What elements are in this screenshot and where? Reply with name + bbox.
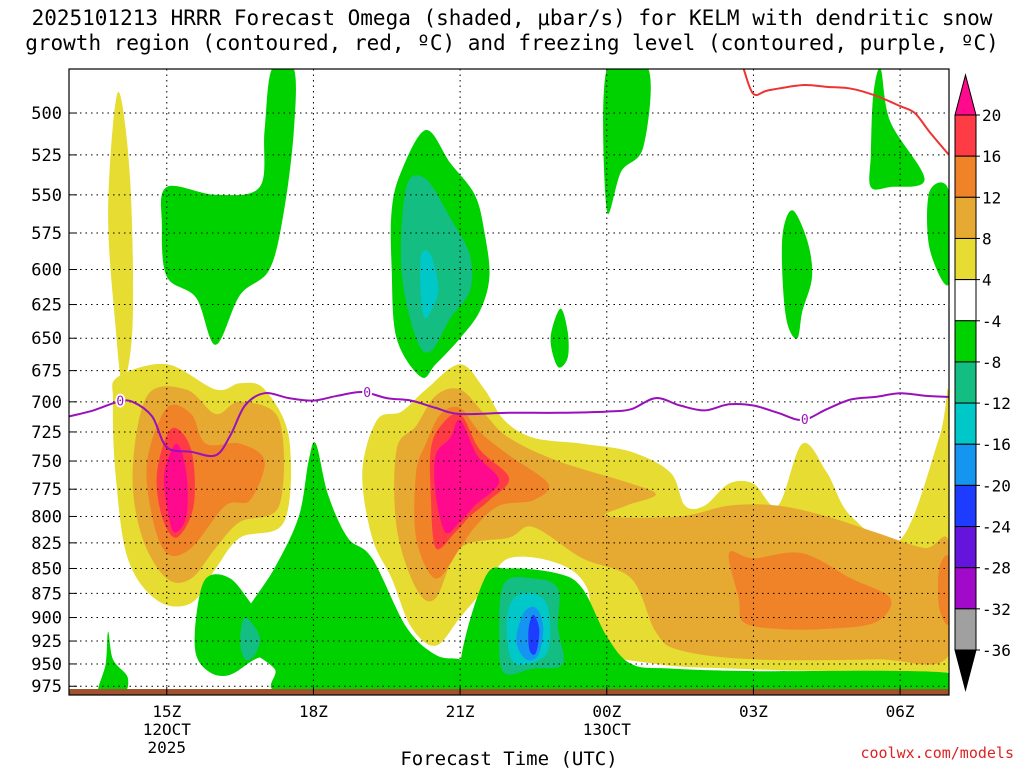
colorbar-label-0: 20 — [982, 106, 1001, 125]
y-tick-label-3: 575 — [31, 224, 62, 244]
y-tick-label-14: 850 — [31, 559, 62, 579]
omega-region-26 — [440, 567, 949, 695]
y-tick-label-6: 650 — [31, 329, 62, 349]
y-tick-label-13: 825 — [31, 534, 62, 554]
colorbar: 20 16 12 8 4 -4 -8 -12 -16 -20 -24 -28 -32 -36 — [954, 73, 1011, 692]
colorbar-bottom-arrow — [954, 649, 977, 692]
omega-region-9 — [728, 551, 892, 630]
omega-region-0 — [108, 91, 134, 384]
dgz-contour-line — [742, 69, 949, 156]
freezing-label-bg-1 — [362, 384, 373, 399]
colorbar-label-13: -36 — [982, 641, 1011, 660]
y-tick-label-16: 900 — [31, 609, 62, 629]
omega-region-13 — [160, 69, 296, 345]
colorbar-bin-4 — [954, 237, 977, 281]
y-tick-label-1: 525 — [31, 146, 62, 166]
x-tick-label-2: 21Z — [446, 702, 475, 721]
freezing-label-bg-0 — [115, 393, 126, 408]
colorbar-bin-7 — [954, 361, 977, 404]
y-tick-label-12: 800 — [31, 507, 62, 527]
plot-area: 0 0 0 — [69, 69, 949, 695]
y-tick-label-15: 875 — [31, 584, 62, 604]
y-tick-label-17: 925 — [31, 632, 62, 652]
colorbar-label-8: -16 — [982, 435, 1011, 454]
x-tick-label-5: 06Z — [886, 702, 915, 721]
colorbar-bin-2 — [954, 155, 977, 198]
colorbar-label-7: -12 — [982, 394, 1011, 413]
omega-region-30 — [528, 614, 540, 655]
x-tick-label-3: 00Z — [592, 702, 621, 721]
y-tick-label-5: 625 — [31, 296, 62, 316]
colorbar-label-10: -24 — [982, 518, 1011, 537]
omega-region-17 — [603, 69, 651, 214]
colorbar-bin-6 — [954, 320, 977, 363]
y-tick-label-7: 675 — [31, 362, 62, 382]
plot-frame — [68, 68, 950, 696]
y-tick-label-9: 725 — [31, 423, 62, 443]
source-credit: coolwx.com/models — [860, 744, 1014, 762]
y-tick-label-18: 950 — [31, 655, 62, 675]
omega-region-16 — [420, 250, 439, 319]
omega-region-5 — [163, 443, 188, 533]
omega-region-10 — [938, 554, 949, 625]
x-tick-label-1: 18Z — [299, 702, 328, 721]
y-tick-label-0: 500 — [31, 104, 62, 124]
y-tick-label-11: 775 — [31, 480, 62, 500]
colorbar-label-11: -28 — [982, 559, 1011, 578]
omega-region-12 — [434, 419, 500, 534]
freezing-label-bg-2 — [799, 411, 810, 426]
freezing-level-label-0: 0 — [116, 395, 124, 410]
chart-title-line1: 2025101213 HRRR Forecast Omega (shaded, … — [31, 6, 993, 30]
colorbar-label-3: 8 — [982, 229, 992, 248]
x-tick-label-0: 15Z — [152, 702, 181, 721]
colorbar-bin-3 — [954, 196, 977, 239]
y-tick-label-19: 975 — [31, 677, 62, 697]
colorbar-bin-13 — [954, 608, 977, 651]
colorbar-bin-10 — [954, 484, 977, 528]
y-tick-label-10: 750 — [31, 452, 62, 472]
freezing-level-label-2: 0 — [801, 413, 809, 428]
omega-region-15 — [400, 175, 473, 353]
colorbar-label-9: -20 — [982, 476, 1011, 495]
terrain-strip — [69, 689, 949, 695]
freezing-level-label-1: 0 — [363, 386, 371, 401]
colorbar-bin-12 — [954, 567, 977, 610]
colorbar-label-12: -32 — [982, 600, 1011, 619]
colorbar-bin-9 — [954, 443, 977, 486]
omega-region-21 — [781, 210, 813, 339]
x-axis-label: Forecast Time (UTC) — [400, 748, 617, 768]
colorbar-bin-8 — [954, 402, 977, 445]
colorbar-label-6: -8 — [982, 353, 1001, 372]
omega-region-24 — [240, 617, 261, 661]
omega-region-25 — [97, 631, 129, 695]
x-tick-label-4: 03Z — [739, 702, 768, 721]
colorbar-bin-11 — [954, 526, 977, 569]
chart-title: 2025101213 HRRR Forecast Omega (shaded, … — [0, 6, 1024, 56]
omega-region-23 — [194, 574, 281, 677]
x-tick-date-0: 12OCT — [143, 720, 192, 739]
chart-title-line2: growth region (contoured, red, ºC) and f… — [25, 31, 999, 55]
colorbar-bin-5 — [954, 279, 977, 322]
colorbar-top-arrow — [954, 73, 977, 116]
colorbar-label-4: 4 — [982, 271, 992, 290]
y-tick-label-4: 600 — [31, 261, 62, 281]
x-tick-date-3: 13OCT — [583, 720, 632, 739]
y-tick-label-2: 550 — [31, 186, 62, 206]
colorbar-label-5: -4 — [982, 312, 1001, 331]
y-tick-label-8: 700 — [31, 393, 62, 413]
x-tick-year-0: 2025 — [148, 738, 187, 757]
colorbar-label-2: 12 — [982, 188, 1001, 207]
colorbar-bin-1 — [954, 114, 977, 157]
colorbar-label-1: 16 — [982, 147, 1001, 166]
omega-region-20 — [927, 182, 949, 286]
